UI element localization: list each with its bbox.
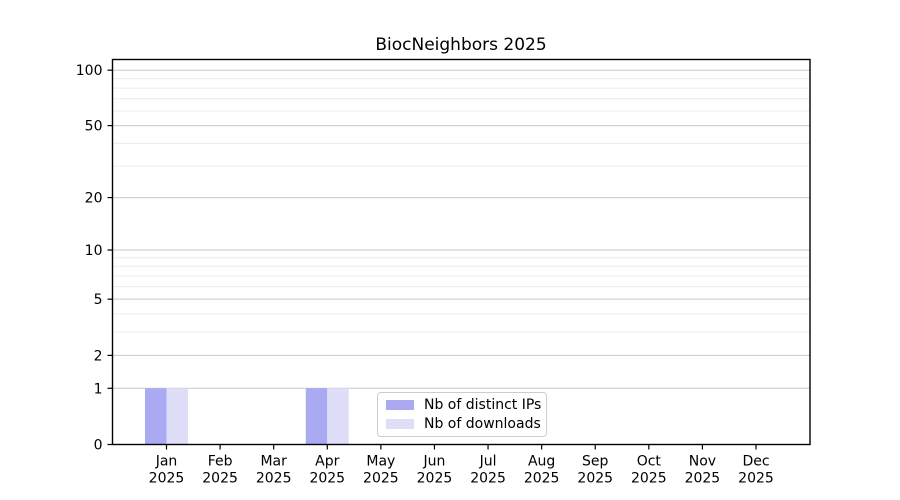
x-tick-label-month: Jan — [155, 454, 178, 470]
legend: Nb of distinct IPs Nb of downloads — [377, 392, 547, 437]
x-tick-label-year: 2025 — [256, 471, 292, 487]
x-tick-label-year: 2025 — [309, 471, 345, 487]
bar-downloads — [166, 388, 188, 445]
y-tick-label: 2 — [94, 348, 103, 364]
legend-label-distinct-ips: Nb of distinct IPs — [424, 396, 542, 413]
legend-swatch-downloads — [386, 419, 414, 429]
x-tick-label-year: 2025 — [685, 471, 721, 487]
legend-label-downloads: Nb of downloads — [424, 415, 541, 432]
x-tick-label-month: Mar — [260, 454, 287, 470]
bar-distinct-ips — [145, 388, 167, 445]
legend-row-downloads: Nb of downloads — [386, 415, 546, 432]
y-tick-label: 50 — [85, 119, 103, 135]
y-tick-label: 5 — [94, 292, 103, 308]
y-tick-label: 1 — [94, 381, 103, 397]
x-tick-label-month: Sep — [582, 454, 609, 470]
y-tick-label: 20 — [85, 191, 103, 207]
x-tick-label-year: 2025 — [470, 471, 506, 487]
x-tick-label-month: Feb — [208, 454, 233, 470]
x-tick-label-month: Oct — [637, 454, 662, 470]
x-tick-label-year: 2025 — [202, 471, 238, 487]
y-tick-label: 0 — [94, 438, 103, 454]
x-tick-label-month: Jul — [479, 454, 497, 470]
legend-row-distinct-ips: Nb of distinct IPs — [386, 396, 546, 413]
x-tick-label-month: May — [366, 454, 395, 470]
axes-spines — [111, 58, 811, 446]
x-tick-label-year: 2025 — [417, 471, 453, 487]
x-tick-label-year: 2025 — [631, 471, 667, 487]
x-tick-label-month: Nov — [689, 454, 716, 470]
x-tick-label-month: Dec — [742, 454, 769, 470]
x-tick-label-month: Apr — [315, 454, 339, 470]
bar-distinct-ips — [305, 388, 328, 445]
bar-downloads — [327, 388, 349, 445]
x-tick-label-year: 2025 — [149, 471, 185, 487]
x-tick-label-year: 2025 — [577, 471, 613, 487]
y-tick-label: 100 — [76, 63, 103, 79]
x-tick-label-month: Jun — [423, 454, 446, 470]
x-tick-label-year: 2025 — [738, 471, 774, 487]
chart-title: BiocNeighbors 2025 — [375, 35, 547, 55]
x-tick-label-month: Aug — [528, 454, 555, 470]
x-tick-label-year: 2025 — [524, 471, 560, 487]
y-tick-label: 10 — [85, 243, 103, 259]
legend-swatch-distinct-ips — [386, 400, 414, 410]
x-tick-label-year: 2025 — [363, 471, 399, 487]
